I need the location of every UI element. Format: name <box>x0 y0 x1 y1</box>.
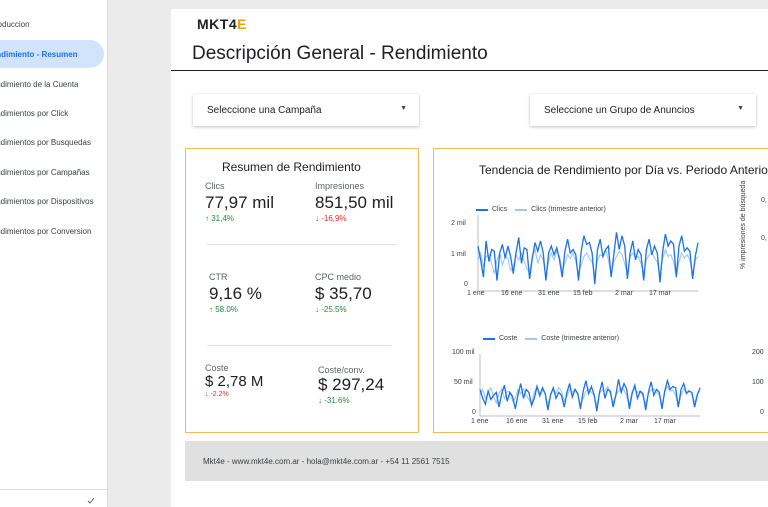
kpi-value-impresiones: 851,50 mil <box>315 193 394 212</box>
legend-swatch-clics-anterior <box>515 208 528 211</box>
sidebar-item-rendimientos-campanas[interactable]: Rendimientos por Campañas <box>0 167 90 177</box>
kpi-label-coste: Coste <box>205 363 229 373</box>
kpi-delta-ctr: ↑ 58.0% <box>209 305 238 314</box>
right-tick-label: 0 <box>760 409 764 416</box>
chevron-left-icon[interactable] <box>87 497 95 507</box>
y-tick-label: 0 <box>472 409 476 416</box>
x-tick-label: 16 ene <box>501 290 523 297</box>
summary-panel: Resumen de Rendimiento Clics 77,97 mil ↑… <box>185 148 419 433</box>
kpi-label-coste-conv: Coste/conv. <box>318 365 365 375</box>
footer-contact: Mkt4e - www.mkt4e.com.ar - hola@mkt4e.co… <box>185 441 768 481</box>
sidebar-item-rendimientos-conversion[interactable]: Rendimientos por Conversion <box>0 226 92 236</box>
kpi-delta-cpc: ↓ -25.5% <box>315 305 347 314</box>
cost-legend: Coste Coste (trimestre anterior) <box>475 335 619 342</box>
kpi-delta-coste: ↓ -2.2% <box>205 391 229 398</box>
kpi-value-cpc: $ 35,70 <box>315 284 372 303</box>
campaign-select[interactable]: Seleccione una Campaña ▼ <box>193 94 419 126</box>
summary-divider <box>207 345 391 346</box>
report-page: MKT4E Descripción General - Rendimiento … <box>171 9 768 507</box>
x-tick-label: 1 ene <box>471 418 489 425</box>
caret-down-icon: ▼ <box>400 105 407 112</box>
right-axis-label: % impresiones de búsqueda <box>740 180 747 269</box>
right-tick-label: 100 <box>752 379 764 386</box>
y-tick-label: 1 mil <box>451 251 466 258</box>
trend-panel: Tendencia de Rendimiento por Día vs. Per… <box>433 148 768 433</box>
x-tick-label: 17 mar <box>649 290 671 297</box>
y-tick-label: 100 mil <box>452 349 475 356</box>
clicks-legend: Clics Clics (trimestre anterior) <box>468 206 606 213</box>
x-tick-label: 31 ene <box>538 290 560 297</box>
right-tick-label: 0, <box>761 235 767 242</box>
x-tick-label: 2 mar <box>615 290 633 297</box>
sidebar-item-rendimientos-dispositivos[interactable]: Rendimientos por Dispositivos <box>0 196 94 206</box>
sidebar-item-rendimientos-busquedas[interactable]: Rendimientos por Busquedas <box>0 137 91 147</box>
kpi-delta-clics: ↑ 31,4% <box>205 214 234 223</box>
kpi-value-clics: 77,97 mil <box>205 193 274 212</box>
kpi-value-coste-conv: $ 297,24 <box>318 375 385 394</box>
summary-title: Resumen de Rendimiento <box>222 160 361 174</box>
series-line-current <box>477 232 699 285</box>
sidebar: Introduccion Rendimiento - Resumen Rendi… <box>0 0 108 507</box>
right-tick-label: 200 <box>752 349 764 356</box>
kpi-value-ctr: 9,16 % <box>209 284 262 303</box>
ad-group-select-label: Seleccione un Grupo de Anuncios <box>544 104 695 116</box>
sidebar-footer <box>0 489 107 490</box>
x-tick-label: 31 ene <box>542 418 564 425</box>
y-tick-label: 2 mil <box>451 220 466 227</box>
kpi-delta-coste-conv: ↓ -31.6% <box>318 396 350 405</box>
kpi-value-coste: $ 2,78 M <box>205 373 264 390</box>
y-tick-label: 0 <box>464 281 468 288</box>
right-tick-label: 0, <box>761 197 767 204</box>
x-tick-label: 2 mar <box>620 418 638 425</box>
legend-swatch-clics <box>476 208 488 211</box>
caret-down-icon: ▼ <box>737 105 744 112</box>
kpi-label-ctr: CTR <box>209 272 228 282</box>
sidebar-item-introduccion[interactable]: Introduccion <box>0 19 30 29</box>
x-tick-label: 1 ene <box>467 290 485 297</box>
trend-title: Tendencia de Rendimiento por Día vs. Per… <box>479 163 768 177</box>
sidebar-item-rendimientos-click[interactable]: Rendimientos por Click <box>0 108 69 118</box>
title-divider <box>171 70 768 71</box>
clicks-trend-chart <box>477 215 699 292</box>
sidebar-item-rendimiento-cuenta[interactable]: Rendimiento de la Cuenta <box>0 79 79 89</box>
ad-group-select[interactable]: Seleccione un Grupo de Anuncios ▼ <box>530 94 756 126</box>
y-tick-label: 50 mil <box>454 379 473 386</box>
x-tick-label: 15 feb <box>573 290 593 297</box>
kpi-delta-impresiones: ↓ -16,9% <box>315 214 347 223</box>
legend-swatch-coste <box>483 337 495 340</box>
page-title: Descripción General - Rendimiento <box>192 43 488 64</box>
x-tick-label: 15 feb <box>578 418 598 425</box>
series-line-current <box>479 378 701 412</box>
series-line-previous <box>477 247 699 278</box>
x-tick-label: 17 mar <box>654 418 676 425</box>
kpi-label-clics: Clics <box>205 181 225 191</box>
cost-trend-chart <box>479 354 701 417</box>
legend-swatch-coste-anterior <box>525 337 538 340</box>
campaign-select-label: Seleccione una Campaña <box>207 104 322 116</box>
sidebar-item-rendimiento-resumen[interactable]: Rendimiento - Resumen <box>0 40 104 68</box>
kpi-label-impresiones: Impresiones <box>315 181 365 191</box>
brand-logo: MKT4E <box>197 16 247 32</box>
summary-divider <box>207 244 397 245</box>
kpi-label-cpc: CPC medio <box>315 272 362 282</box>
x-tick-label: 16 ene <box>506 418 528 425</box>
